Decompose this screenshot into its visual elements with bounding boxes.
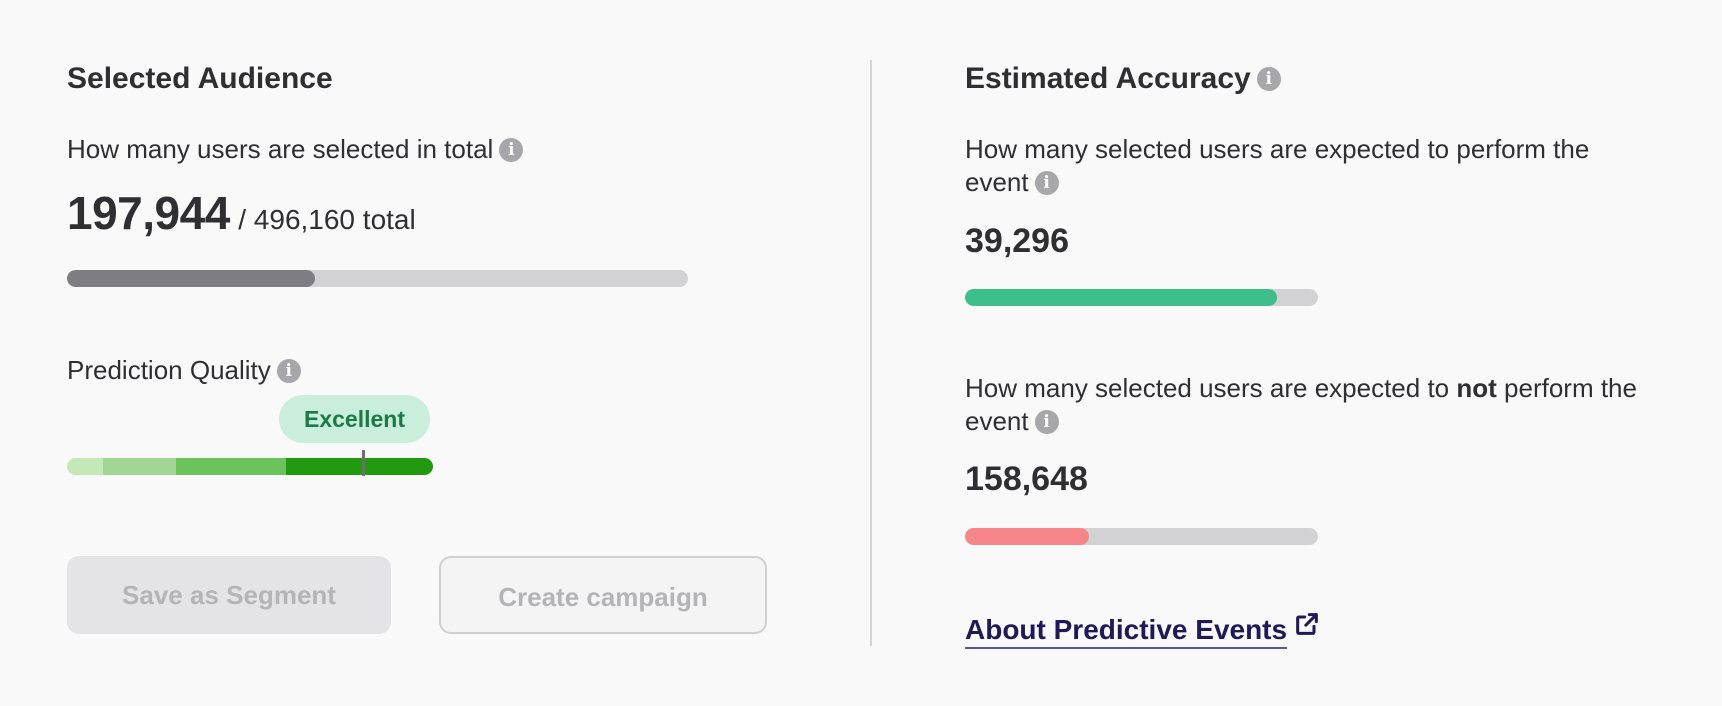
info-icon[interactable]: i: [1256, 67, 1281, 91]
perform-event-progress-bar: [965, 289, 1318, 306]
perform-event-progress-fill: [965, 289, 1278, 306]
prediction-quality-label-text: Prediction Quality: [67, 355, 271, 385]
about-predictive-events-link-text[interactable]: About Predictive Events: [965, 614, 1288, 649]
selected-count-row: 197,944 / 496,160 total: [67, 186, 416, 240]
not-perform-event-count: 158,648: [965, 460, 1088, 498]
selected-audience-progress-bar: [67, 270, 688, 287]
quality-scale-segment: [67, 458, 103, 475]
estimated-accuracy-heading-text: Estimated Accuracy: [965, 62, 1251, 95]
info-icon[interactable]: i: [1034, 410, 1059, 434]
prediction-quality-marker: [362, 450, 365, 476]
not-perform-event-label-before: How many selected users are expected to: [965, 373, 1450, 403]
selected-audience-progress-fill: [67, 270, 315, 287]
quality-scale-segment: [176, 458, 286, 475]
save-as-segment-button[interactable]: Save as Segment: [67, 556, 391, 634]
not-perform-event-progress-fill: [965, 528, 1090, 545]
quality-scale-segment: [286, 458, 433, 475]
external-link-icon[interactable]: [1293, 610, 1321, 645]
total-selected-label: How many users are selected in total i: [67, 133, 524, 166]
selected-audience-heading: Selected Audience: [67, 62, 333, 95]
create-campaign-button[interactable]: Create campaign: [439, 556, 767, 634]
perform-event-label-text: How many selected users are expected to …: [965, 134, 1590, 197]
info-icon[interactable]: i: [276, 359, 301, 383]
total-count: / 496,160 total: [238, 204, 416, 235]
quality-scale-segment: [103, 458, 176, 475]
not-perform-event-label-emphasis: not: [1456, 373, 1497, 403]
prediction-quality-label: Prediction Quality i: [67, 354, 301, 387]
selected-audience-panel: Selected Audience How many users are sel…: [67, 0, 847, 706]
not-perform-event-label: How many selected users are expected to …: [965, 372, 1645, 438]
info-icon[interactable]: i: [1034, 171, 1059, 195]
info-icon[interactable]: i: [499, 138, 524, 162]
prediction-quality-badge: Excellent: [279, 395, 430, 443]
not-perform-event-label-after: perform the event: [965, 373, 1637, 436]
not-perform-event-progress-bar: [965, 528, 1318, 545]
perform-event-label: How many selected users are expected to …: [965, 133, 1645, 199]
prediction-quality-scale: [67, 458, 433, 475]
panel-divider: [870, 60, 872, 646]
total-selected-label-text: How many users are selected in total: [67, 134, 494, 164]
selected-count: 197,944: [67, 187, 230, 239]
estimated-accuracy-heading: Estimated Accuracy i: [965, 62, 1281, 96]
estimated-accuracy-panel: Estimated Accuracy i How many selected us…: [965, 0, 1685, 706]
about-predictive-events-link[interactable]: About Predictive Events: [965, 610, 1321, 649]
perform-event-count: 39,296: [965, 222, 1069, 260]
